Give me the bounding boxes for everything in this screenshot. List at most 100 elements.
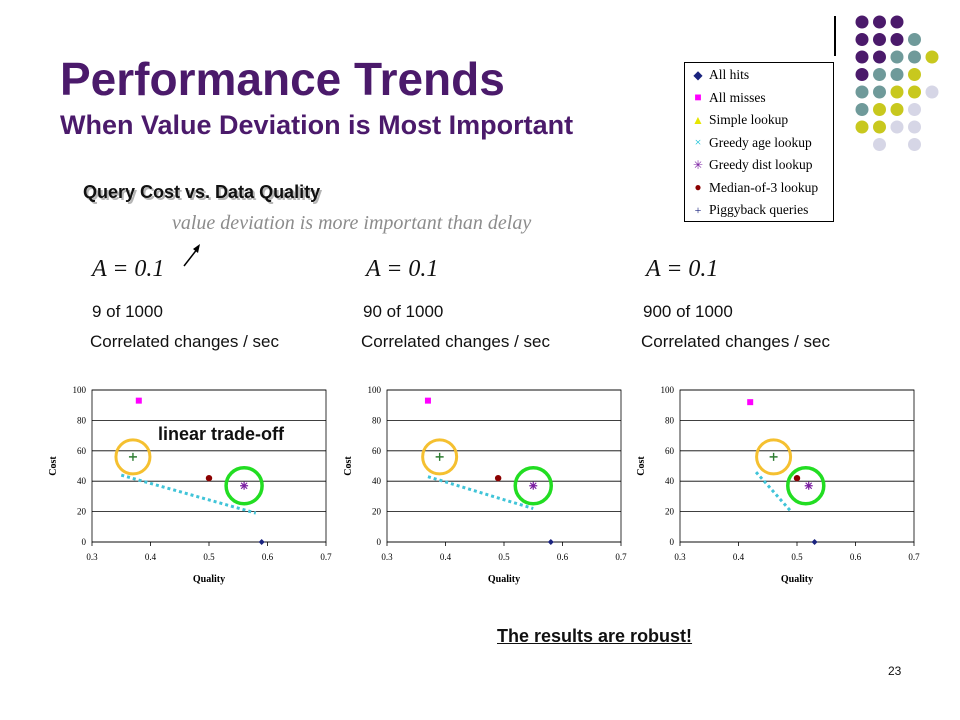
data-point-piggyback bbox=[435, 452, 444, 461]
legend-label: All misses bbox=[709, 89, 766, 105]
decorative-dot bbox=[890, 103, 904, 116]
legend-marker-icon: × bbox=[694, 135, 702, 149]
x-tick-label: 0.6 bbox=[262, 552, 274, 562]
y-tick-label: 20 bbox=[372, 507, 382, 517]
scatter-chart-2: 0 20 40 60 80 100 0.3 0.4 0.5 0.6 0.7 Quality Cost bbox=[343, 385, 627, 585]
y-tick-label: 20 bbox=[665, 507, 675, 517]
decorative-dot bbox=[855, 120, 869, 134]
data-point-greedy-dist bbox=[804, 481, 813, 490]
legend-label: Median-of-3 lookup bbox=[709, 179, 819, 195]
data-point-median-of-3 bbox=[494, 474, 502, 482]
y-tick-label: 100 bbox=[73, 385, 87, 395]
highlight-circle-yellow bbox=[114, 438, 152, 476]
page-number: 23 bbox=[888, 664, 902, 678]
chart-legend: ◆ All hits ■ All misses ▲ Simple lookup × Greed… bbox=[684, 62, 834, 222]
panel-3-unit: Correlated changes / sec bbox=[641, 332, 830, 351]
data-point-piggyback bbox=[128, 452, 137, 461]
x-tick-label: 0.7 bbox=[320, 552, 332, 562]
highlight-circle-green bbox=[513, 466, 553, 506]
panel-3-a-label: A = 0.1 bbox=[646, 256, 719, 282]
y-tick-label: 0 bbox=[670, 537, 675, 547]
y-axis-label: Cost bbox=[343, 456, 354, 476]
legend-item: ✳ Greedy dist lookup bbox=[691, 157, 813, 173]
decorative-dot bbox=[873, 85, 886, 99]
robust-results-label: The results are robust! bbox=[497, 626, 693, 646]
decorative-dot bbox=[873, 68, 886, 81]
decorative-dot bbox=[890, 120, 904, 134]
trend-line bbox=[427, 475, 534, 510]
decorative-dot bbox=[925, 50, 939, 64]
highlight-circle-yellow bbox=[421, 438, 459, 476]
decorative-dot bbox=[873, 120, 886, 134]
legend-label: Piggyback queries bbox=[709, 202, 809, 217]
data-point-piggyback bbox=[769, 452, 778, 461]
x-tick-label: 0.7 bbox=[908, 552, 920, 562]
decorative-dot bbox=[908, 50, 921, 64]
x-axis-label: Quality bbox=[488, 574, 520, 585]
y-tick-label: 80 bbox=[77, 415, 87, 425]
legend-marker-icon: ✳ bbox=[692, 157, 704, 172]
decorative-dot bbox=[855, 50, 869, 64]
plot-frame bbox=[386, 389, 622, 543]
y-tick-label: 60 bbox=[77, 446, 87, 456]
y-tick-label: 40 bbox=[665, 476, 675, 486]
decorative-dot bbox=[890, 50, 904, 64]
x-tick-label: 0.5 bbox=[203, 552, 215, 562]
legend-marker-icon: ▲ bbox=[692, 112, 704, 127]
y-tick-label: 80 bbox=[372, 415, 382, 425]
legend-item: × Greedy age lookup bbox=[691, 135, 812, 151]
x-tick-label: 0.4 bbox=[440, 552, 452, 562]
decorative-dot bbox=[890, 15, 904, 29]
x-axis-label: Quality bbox=[193, 574, 225, 585]
x-tick-label: 0.4 bbox=[145, 552, 157, 562]
decorative-dot bbox=[873, 33, 886, 46]
panel-2-changes: 90 of 1000 bbox=[363, 302, 444, 321]
x-tick-label: 0.4 bbox=[733, 552, 745, 562]
y-axis-label: Cost bbox=[636, 456, 647, 476]
decorative-dot bbox=[925, 85, 939, 99]
x-tick-label: 0.7 bbox=[615, 552, 627, 562]
legend-label: Greedy dist lookup bbox=[709, 157, 813, 172]
decorative-divider bbox=[834, 16, 836, 56]
legend-marker-icon: ● bbox=[694, 180, 702, 194]
y-tick-label: 60 bbox=[372, 446, 382, 456]
x-tick-label: 0.6 bbox=[850, 552, 862, 562]
data-point-all-hits bbox=[258, 539, 265, 545]
decorative-dot bbox=[890, 85, 904, 99]
data-point-greedy-dist bbox=[240, 481, 249, 490]
highlight-circle-yellow bbox=[755, 438, 793, 476]
legend-marker-icon: ◆ bbox=[693, 67, 703, 82]
decorative-dot-grid bbox=[855, 15, 939, 151]
decorative-dot bbox=[908, 103, 921, 116]
y-tick-label: 60 bbox=[665, 446, 675, 456]
legend-label: Simple lookup bbox=[709, 112, 789, 127]
decorative-dot bbox=[908, 138, 921, 151]
y-tick-label: 40 bbox=[372, 476, 382, 486]
plot-frame bbox=[91, 389, 327, 543]
scatter-chart-1: 0 20 40 60 80 100 0.3 0.4 0.5 0.6 0.7 Quality Cost bbox=[48, 385, 332, 585]
data-point-all-misses bbox=[747, 399, 754, 406]
decorative-dot bbox=[873, 138, 886, 151]
data-point-greedy-dist bbox=[529, 481, 538, 490]
y-tick-label: 0 bbox=[82, 537, 87, 547]
decorative-dot bbox=[855, 68, 869, 81]
decorative-dot bbox=[855, 33, 869, 46]
legend-item: + Piggyback queries bbox=[691, 202, 809, 218]
x-tick-label: 0.3 bbox=[381, 552, 393, 562]
panel-2-a-label: A = 0.1 bbox=[366, 256, 439, 282]
decorative-dot bbox=[908, 68, 921, 81]
slide-subtitle: When Value Deviation is Most Important bbox=[60, 110, 574, 140]
decorative-dot bbox=[855, 85, 869, 99]
scatter-chart-3: 0 20 40 60 80 100 0.3 0.4 0.5 0.6 0.7 Quality Cost bbox=[636, 385, 920, 585]
legend-marker-icon: ■ bbox=[694, 90, 702, 104]
y-tick-label: 80 bbox=[665, 415, 675, 425]
data-point-all-misses bbox=[424, 397, 431, 404]
trend-line bbox=[754, 471, 793, 513]
panel-2-unit: Correlated changes / sec bbox=[361, 332, 550, 351]
x-axis-label: Quality bbox=[781, 574, 813, 585]
slide-title: Performance Trends bbox=[60, 53, 505, 105]
plot-frame bbox=[679, 389, 915, 543]
arrow-icon bbox=[183, 244, 200, 267]
data-point-all-hits bbox=[811, 539, 818, 545]
section-note: value deviation is more important than d… bbox=[172, 212, 532, 234]
